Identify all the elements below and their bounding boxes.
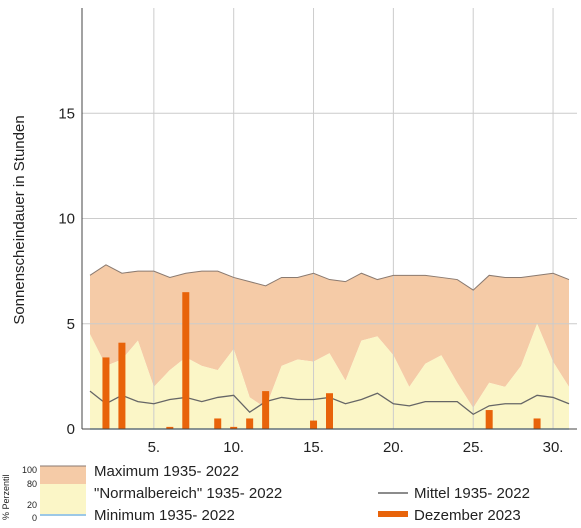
percentile-tick-label: 80	[27, 479, 37, 489]
bar-dezember-2023	[485, 410, 493, 429]
legend: % Perzentil 100 80 20 0 Maximum 1935- 2022 "No…	[1, 463, 530, 524]
bar-dezember-2023	[214, 418, 222, 429]
y-tick-label: 5	[67, 316, 75, 333]
legend-label-maximum: Maximum 1935- 2022	[94, 463, 239, 480]
x-tick-label: 25.	[463, 439, 484, 456]
maximum-line	[89, 264, 570, 291]
y-tick-label: 15	[58, 105, 75, 122]
dezember-swatch	[378, 511, 408, 517]
y-tick-label: 10	[58, 211, 75, 228]
bar-dezember-2023	[326, 393, 333, 429]
bar-dezember-2023	[246, 418, 254, 429]
legend-label-minimum: Minimum 1935- 2022	[94, 507, 235, 524]
plot-area: 0 5 10 15 5. 10. 15. 20. 25. 30. Sonnenscheindauer…	[11, 8, 577, 456]
percentile-scale-title: % Perzentil	[1, 474, 11, 520]
x-tick-label: 30.	[543, 439, 564, 456]
y-tick-label: 0	[67, 421, 75, 438]
percentile-tick-label: 100	[22, 465, 37, 475]
percentile-tick-label: 0	[32, 513, 37, 523]
normal-range-swatch	[40, 484, 86, 514]
legend-label-mean: Mittel 1935- 2022	[414, 485, 530, 502]
x-tick-label: 20.	[383, 439, 404, 456]
y-axis-label: Sonnenscheindauer in Stunden	[11, 115, 28, 324]
maximum-swatch	[40, 466, 86, 484]
bar-dezember-2023	[230, 426, 238, 429]
bar-dezember-2023	[102, 357, 110, 429]
legend-label-dezember-2023: Dezember 2023	[414, 507, 521, 524]
bar-dezember-2023	[262, 391, 270, 429]
legend-label-normal-range: "Normalbereich" 1935- 2022	[94, 485, 282, 502]
maximum-band	[90, 264, 569, 408]
percentile-tick-label: 20	[27, 500, 37, 510]
bar-dezember-2023	[310, 420, 318, 429]
bar-dezember-2023	[166, 426, 174, 429]
x-tick-label: 5.	[148, 439, 161, 456]
bar-dezember-2023	[118, 342, 126, 429]
bar-dezember-2023	[533, 418, 541, 429]
x-tick-label: 15.	[303, 439, 324, 456]
bar-dezember-2023	[182, 292, 190, 429]
normal-range-band	[90, 323, 569, 429]
x-tick-label: 10.	[223, 439, 244, 456]
